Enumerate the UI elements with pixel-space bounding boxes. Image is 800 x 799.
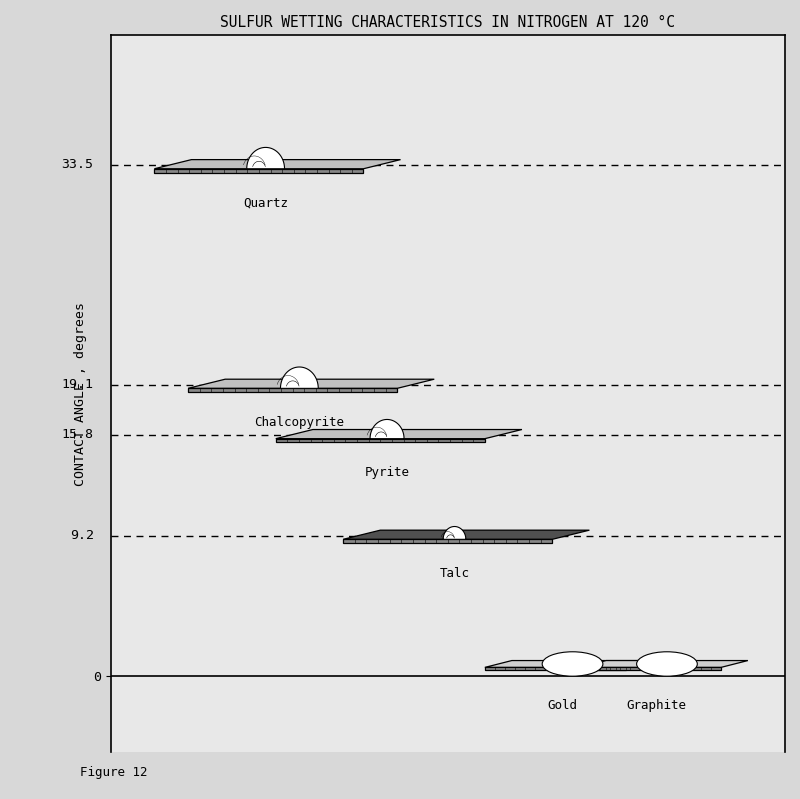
Polygon shape: [579, 667, 721, 670]
Polygon shape: [154, 160, 401, 169]
Ellipse shape: [542, 652, 603, 676]
Polygon shape: [188, 388, 397, 392]
Polygon shape: [343, 539, 552, 543]
Title: SULFUR WETTING CHARACTERISTICS IN NITROGEN AT 120 °C: SULFUR WETTING CHARACTERISTICS IN NITROG…: [220, 15, 675, 30]
Polygon shape: [276, 430, 522, 439]
Polygon shape: [579, 661, 748, 667]
Text: Graphite: Graphite: [627, 698, 687, 712]
Text: 33.5: 33.5: [62, 158, 94, 172]
Polygon shape: [281, 367, 318, 388]
Text: 15.8: 15.8: [62, 428, 94, 441]
Text: Pyrite: Pyrite: [365, 466, 410, 479]
Text: Chalcopyrite: Chalcopyrite: [254, 415, 344, 429]
Polygon shape: [485, 667, 626, 670]
Y-axis label: CONTACT ANGLE , degrees: CONTACT ANGLE , degrees: [74, 302, 87, 486]
Polygon shape: [188, 380, 434, 388]
Polygon shape: [370, 419, 404, 439]
Polygon shape: [276, 439, 485, 443]
Polygon shape: [485, 661, 654, 667]
Text: Quartz: Quartz: [243, 197, 288, 209]
Polygon shape: [443, 527, 466, 539]
Polygon shape: [343, 531, 590, 539]
Ellipse shape: [637, 652, 698, 676]
Text: 9.2: 9.2: [70, 529, 94, 542]
Text: Gold: Gold: [547, 698, 578, 712]
Text: Figure 12: Figure 12: [80, 766, 147, 779]
Text: 19.1: 19.1: [62, 378, 94, 391]
Text: Talc: Talc: [439, 566, 470, 580]
Polygon shape: [246, 148, 285, 169]
Polygon shape: [154, 169, 363, 173]
